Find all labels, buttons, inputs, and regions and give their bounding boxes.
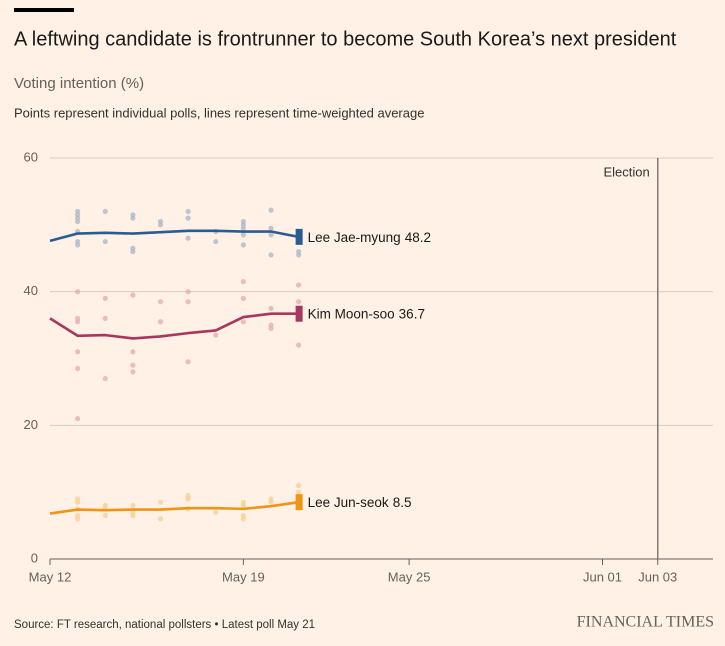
poll-point: [268, 499, 274, 505]
poll-point: [102, 375, 108, 382]
poll-point: [268, 305, 274, 311]
value-label: 36.7: [399, 306, 425, 321]
poll-point: [75, 349, 81, 355]
poll-point: [75, 499, 81, 505]
end-marker: [295, 305, 303, 322]
poll-point: [296, 342, 302, 348]
poll-point: [130, 362, 136, 368]
poll-point: [185, 496, 191, 502]
end-marker: [295, 228, 303, 245]
value-label: 8.5: [393, 495, 412, 510]
poll-point: [102, 315, 108, 321]
poll-point: [130, 292, 136, 298]
poll-point: [130, 369, 136, 375]
poll-point: [130, 502, 136, 509]
poll-point: [157, 516, 164, 522]
poll-point: [185, 359, 191, 365]
poll-point: [240, 225, 246, 231]
chart-title: A leftwing candidate is frontrunner to b…: [14, 28, 677, 50]
poll-point: [185, 215, 191, 221]
poll-point: [75, 218, 81, 225]
poll-point: [157, 499, 164, 505]
average-line: [49, 229, 299, 243]
poll-point: [157, 299, 164, 305]
poll-point: [213, 332, 219, 338]
end-marker: [295, 494, 303, 511]
average-line: [49, 500, 299, 515]
poll-point: [268, 325, 274, 332]
poll-point: [296, 282, 302, 288]
poll-point: [75, 416, 81, 422]
poll-point: [75, 365, 81, 372]
poll-point: [157, 319, 164, 325]
poll-point: [157, 222, 164, 228]
poll-point: [130, 215, 136, 221]
poll-point: [240, 319, 246, 325]
subtitle: Voting intention (%): [14, 75, 144, 92]
y-tick-label: 40: [24, 283, 38, 298]
poll-point: [240, 516, 246, 522]
value-label: 48.2: [405, 229, 431, 244]
poll-point: [75, 242, 81, 248]
poll-point: [296, 299, 302, 305]
poll-point: [240, 295, 246, 301]
annotation-label: Election: [604, 164, 650, 179]
poll-point: [75, 516, 81, 522]
x-tick-label: Jun 01: [583, 569, 622, 584]
legend-name: Lee Jae-myung: [308, 229, 401, 244]
poll-point: [75, 319, 81, 325]
series-label: Lee Jun-seok 8.5: [308, 495, 412, 510]
poll-point: [102, 208, 108, 215]
x-tick-label: May 25: [388, 569, 431, 584]
poll-point: [296, 252, 302, 258]
source: Source: FT research, national pollsters …: [14, 619, 315, 631]
brand: FINANCIAL TIMES: [577, 614, 714, 631]
poll-point: [240, 279, 246, 285]
y-tick-label: 0: [31, 550, 38, 565]
poll-point: [185, 235, 191, 241]
poll-point: [75, 289, 81, 295]
poll-point: [130, 512, 136, 519]
average-line: [49, 312, 299, 340]
poll-point: [268, 225, 274, 231]
poll-point: [240, 232, 246, 238]
legend-name: Lee Jun-seok: [308, 495, 389, 510]
poll-point: [240, 242, 246, 248]
poll-point: [213, 509, 219, 515]
y-tick-label: 20: [24, 417, 38, 432]
series-label: Kim Moon-soo 36.7: [308, 306, 425, 321]
y-tick-label: 60: [24, 149, 38, 164]
poll-point: [185, 299, 191, 305]
series-label: Lee Jae-myung 48.2: [308, 229, 431, 244]
x-tick-label: May 19: [222, 569, 265, 584]
x-tick-label: May 12: [29, 569, 72, 584]
legend-name: Kim Moon-soo: [308, 306, 395, 321]
poll-point: [102, 238, 108, 245]
poll-point: [185, 208, 191, 215]
poll-point: [130, 248, 136, 255]
x-tick-label: Jun 03: [638, 569, 677, 584]
poll-point: [102, 295, 108, 301]
plot: 0 20 40 60 May 12 May 19 May 25 Jun 01 Jun 03 Ele…: [24, 149, 713, 584]
poll-point: [130, 349, 136, 355]
title-bar: [14, 8, 74, 12]
poll-point: [296, 482, 302, 489]
poll-point: [240, 502, 246, 509]
poll-point: [213, 238, 219, 245]
poll-point: [102, 512, 108, 519]
poll-point: [185, 289, 191, 295]
poll-point: [268, 207, 274, 213]
note: Points represent individual polls, lines…: [14, 105, 424, 120]
poll-point: [268, 232, 274, 238]
poll-point: [268, 252, 274, 258]
